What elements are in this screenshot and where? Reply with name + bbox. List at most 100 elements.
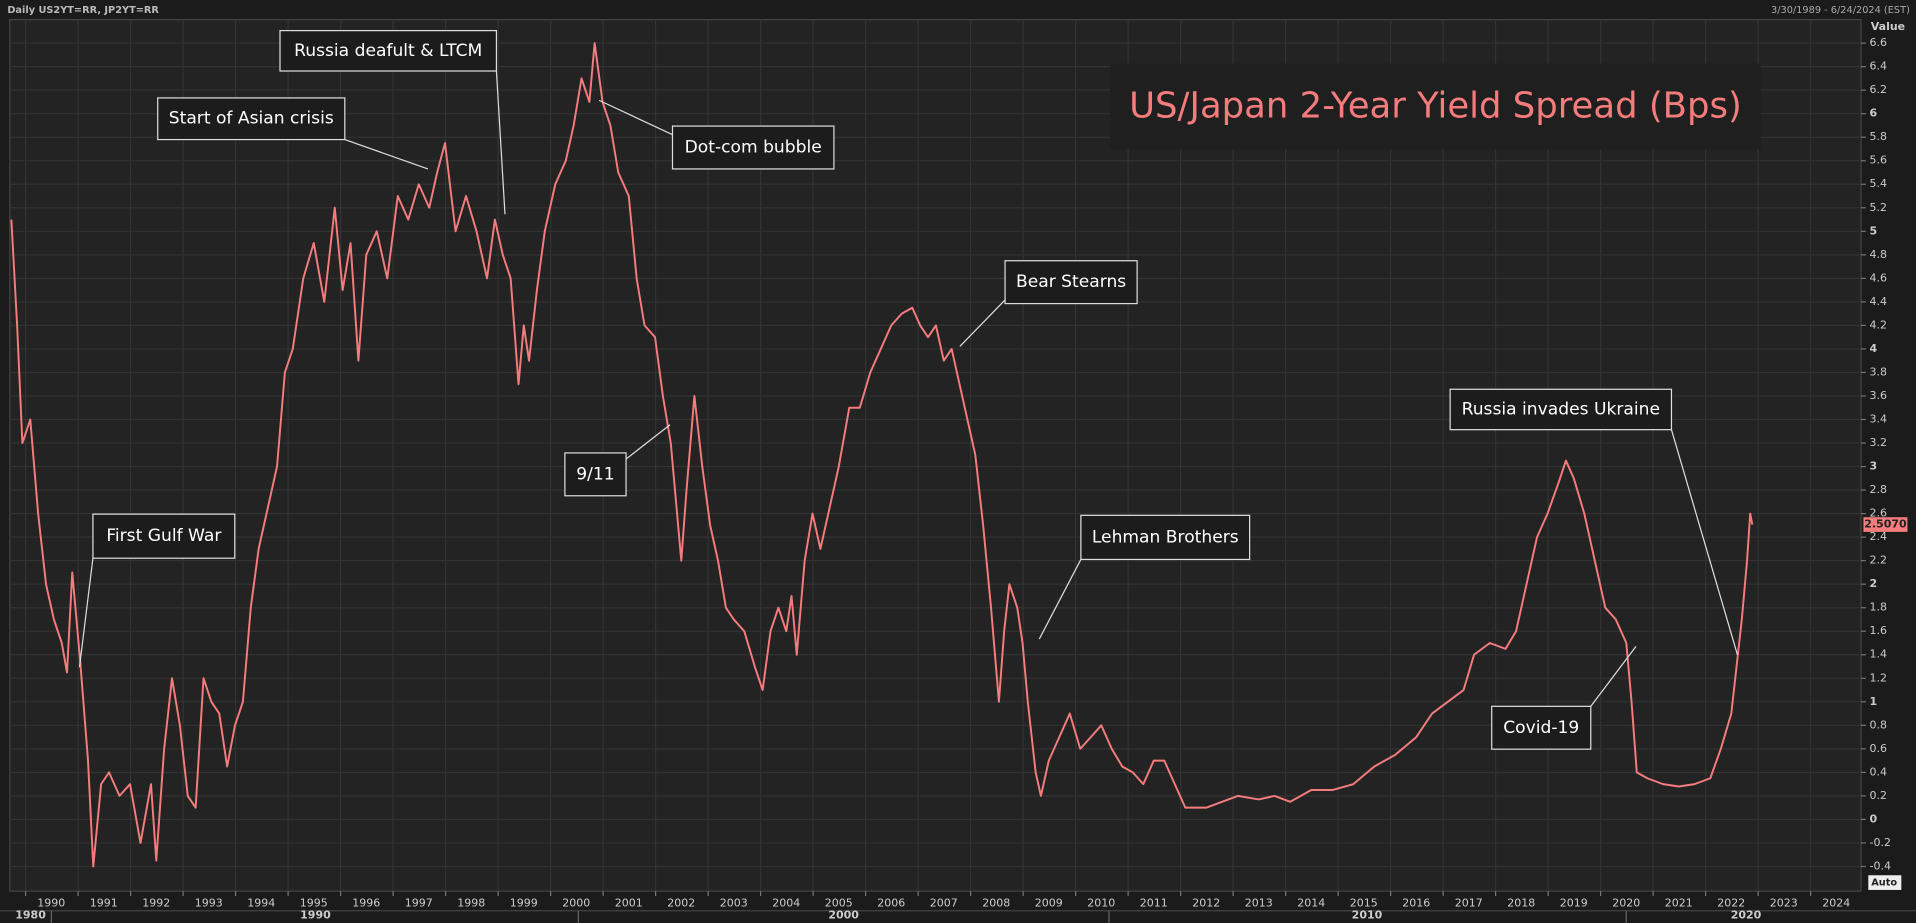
y-tick-label: 6.6 <box>1870 36 1887 49</box>
decade-label: 2020 <box>1731 909 1762 922</box>
x-tick-label: 2014 <box>1297 896 1325 909</box>
x-tick-label: 1997 <box>405 896 433 909</box>
annotation-box <box>671 125 835 170</box>
y-tick-label: 6.2 <box>1870 83 1887 96</box>
last-value-label: 2.5070 <box>1864 518 1907 531</box>
x-tick-label: 1990 <box>37 896 65 909</box>
y-tick-label: 0.6 <box>1870 742 1887 755</box>
annotation-box <box>279 29 498 72</box>
y-tick-label: 4.8 <box>1870 248 1887 261</box>
x-tick-label: 2024 <box>1822 896 1850 909</box>
x-tick-label: 2012 <box>1192 896 1220 909</box>
x-tick-label: 2001 <box>615 896 643 909</box>
series-line <box>10 42 1754 868</box>
y-tick-label: 4.2 <box>1870 318 1887 331</box>
x-tick-label: 2015 <box>1350 896 1378 909</box>
annotations: Russia deafult & LTCM Start of Asian cris… <box>78 29 1739 750</box>
y-tick-label: 6 <box>1870 107 1878 120</box>
y-tick-label: 3.2 <box>1870 436 1887 449</box>
annotation-box <box>1080 514 1251 561</box>
x-tick-label: 2002 <box>667 896 695 909</box>
x-tick-label: 2003 <box>720 896 748 909</box>
x-tick-label: 1994 <box>247 896 275 909</box>
annotation-leader <box>598 99 673 136</box>
annotation-box <box>564 452 627 497</box>
x-tick-label: 2008 <box>982 896 1010 909</box>
y-tick-label: 1.4 <box>1870 648 1887 661</box>
annotation-leader <box>1038 559 1082 640</box>
header-right: 3/30/1989 - 6/24/2024 (EST) <box>1771 5 1910 16</box>
y-tick-label: 0.8 <box>1870 718 1887 731</box>
x-tick-label: 2019 <box>1560 896 1588 909</box>
annotation-box <box>157 97 346 141</box>
x-tick-label: 2011 <box>1140 896 1168 909</box>
annotation-text: Covid-19 <box>1503 718 1579 738</box>
x-tick-label: 2017 <box>1455 896 1483 909</box>
y-tick-label: 1.8 <box>1870 601 1887 614</box>
axis-mode-box <box>1868 875 1902 890</box>
y-tick-label: -0.4 <box>1870 859 1891 872</box>
x-tick-label: 1999 <box>510 896 538 909</box>
x-tick-label: 1991 <box>90 896 118 909</box>
y-tick-label: 4.4 <box>1870 295 1887 308</box>
x-tick-label: 2018 <box>1507 896 1535 909</box>
x-tick-label: 2009 <box>1035 896 1063 909</box>
annotation-box <box>92 513 236 559</box>
annotation-leader <box>959 299 1006 347</box>
y-tick-label: 5.4 <box>1870 177 1887 190</box>
annotation-box <box>1004 260 1138 305</box>
x-tick-label: 2022 <box>1717 896 1745 909</box>
annotation-text: Dot-com bubble <box>685 138 822 158</box>
series: 2.5070 <box>10 42 1908 868</box>
x-tick-label: 2021 <box>1665 896 1693 909</box>
y-tick-label: 3.4 <box>1870 413 1887 426</box>
decade-label: 1990 <box>300 909 331 922</box>
axis-mode: Auto <box>1871 878 1897 889</box>
x-tick-label: 2020 <box>1612 896 1640 909</box>
y-tick-label: 5 <box>1870 224 1878 237</box>
y-tick-label: 1 <box>1870 695 1878 708</box>
y-tick-label: 0 <box>1870 812 1878 825</box>
y-tick-label: 0.4 <box>1870 765 1887 778</box>
last-value-box <box>1863 517 1908 532</box>
x-tick-label: 2006 <box>877 896 905 909</box>
y-tick-label: 2.2 <box>1870 554 1887 567</box>
y-tick-label: 4.6 <box>1870 271 1887 284</box>
plot-area <box>9 18 1862 892</box>
y-tick-label: 4 <box>1870 342 1878 355</box>
y-tick-label: 3.6 <box>1870 389 1887 402</box>
x-tick-label: 2010 <box>1087 896 1115 909</box>
annotation-leader <box>344 138 429 170</box>
y-tick-label: 5.2 <box>1870 201 1887 214</box>
y-tick-label: 0.2 <box>1870 789 1887 802</box>
annotation-text: Bear Stearns <box>1016 272 1126 292</box>
x-tick-label: 2000 <box>562 896 590 909</box>
annotation-leader <box>625 424 671 460</box>
y-tick-label: 2.4 <box>1870 530 1887 543</box>
annotation-text: Lehman Brothers <box>1092 527 1239 547</box>
x-tick-label: 1996 <box>352 896 380 909</box>
decade-label: 2000 <box>828 909 859 922</box>
x-tick-label: 2016 <box>1402 896 1430 909</box>
y-tick-label: 2 <box>1870 577 1878 590</box>
annotation-text: First Gulf War <box>106 526 222 546</box>
y-tick-label: 2.8 <box>1870 483 1887 496</box>
y-tick-label: 5.8 <box>1870 130 1887 143</box>
y-tick-label: 3 <box>1870 460 1878 473</box>
y-tick-label: -0.2 <box>1870 836 1891 849</box>
y-tick-label: 1.6 <box>1870 624 1887 637</box>
decade-label: 2010 <box>1352 909 1383 922</box>
x-tick-label: 2023 <box>1770 896 1798 909</box>
x-tick-label: 2005 <box>825 896 853 909</box>
annotation-leader <box>78 558 94 668</box>
x-tick-label: 1995 <box>300 896 328 909</box>
y-tick-label: 1.2 <box>1870 671 1887 684</box>
annotation-text: Start of Asian crisis <box>169 109 334 129</box>
x-tick-label: 1993 <box>195 896 223 909</box>
y-tick-label: 6.4 <box>1870 60 1887 73</box>
annotation-text: 9/11 <box>576 464 614 484</box>
x-tick-label: 2004 <box>772 896 800 909</box>
decade-label: 1980 <box>15 909 46 922</box>
